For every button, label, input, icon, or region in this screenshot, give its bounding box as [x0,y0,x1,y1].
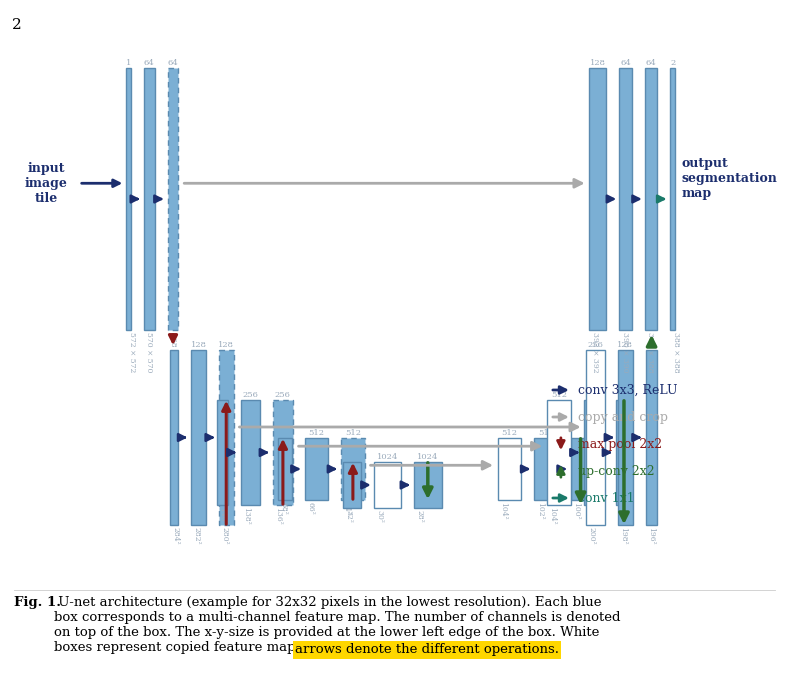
Bar [170,350,178,525]
Text: 196²: 196² [647,527,655,545]
Text: 388 × 388: 388 × 388 [672,332,680,373]
Text: conv 3x3, ReLU: conv 3x3, ReLU [578,384,677,397]
Bar [343,462,361,508]
Text: 66²: 66² [306,502,314,514]
Text: 572 × 572: 572 × 572 [128,332,136,373]
Text: 100²: 100² [572,502,580,520]
Text: 568 × 568: 568 × 568 [169,332,177,373]
Text: 390 × 390: 390 × 390 [621,332,629,373]
Text: 104²: 104² [549,507,557,525]
Text: output
segmentation
map: output segmentation map [681,157,777,199]
Text: 100²: 100² [618,507,626,525]
Text: 256: 256 [587,340,603,349]
Bar [144,68,154,330]
Text: 512: 512 [551,390,567,399]
Bar [167,68,178,330]
Bar [126,68,131,330]
Text: max pool 2x2: max pool 2x2 [578,438,662,451]
Bar [616,400,632,505]
Text: conv 1x1: conv 1x1 [578,492,634,504]
Bar [191,350,206,525]
Bar [646,350,658,525]
Text: 256: 256 [586,390,602,399]
Bar [241,400,260,505]
Bar [590,68,606,330]
Bar [374,462,402,508]
Bar [583,400,603,505]
Bar [619,68,632,330]
Text: 64: 64 [144,58,154,66]
Text: 104²: 104² [499,502,507,520]
Text: 64: 64 [168,58,178,66]
Text: 128: 128 [218,340,234,349]
Text: 1: 1 [126,58,131,66]
Text: 128: 128 [590,58,606,66]
Text: 102²: 102² [536,502,544,520]
Text: 138²: 138² [242,507,250,525]
Text: Fig. 1.: Fig. 1. [14,596,61,609]
Text: 1024: 1024 [377,453,398,460]
Text: 284²: 284² [171,527,179,545]
Text: 256: 256 [242,390,258,399]
Text: 128: 128 [190,340,206,349]
Text: 512: 512 [502,429,518,436]
Text: up-conv 2x2: up-conv 2x2 [578,464,654,477]
Text: 282²: 282² [193,527,201,545]
Text: 392 × 392: 392 × 392 [591,332,599,373]
Text: 280²: 280² [220,527,228,545]
Bar [586,350,606,525]
Text: 102²: 102² [585,507,593,525]
Text: 512: 512 [345,429,361,436]
Bar [534,438,558,500]
Bar [305,438,328,500]
Text: 136²: 136² [274,507,282,525]
Text: 2: 2 [12,18,22,32]
Bar [670,68,675,330]
Text: 1024: 1024 [417,453,438,460]
Text: 140²: 140² [218,507,226,525]
Text: 64: 64 [620,58,631,66]
Bar [273,400,293,505]
Text: 512: 512 [309,429,325,436]
Bar [414,462,442,508]
Text: 256: 256 [275,390,291,399]
Bar [570,438,590,500]
Text: 30²: 30² [375,510,383,523]
Bar [219,350,234,525]
Text: 570 × 570: 570 × 570 [146,332,154,373]
Bar [547,400,570,505]
Text: 64²: 64² [342,502,350,514]
Text: U-net architecture (example for 32x32 pixels in the lowest resolution). Each blu: U-net architecture (example for 32x32 pi… [54,596,621,654]
Text: 198²: 198² [619,527,627,545]
Text: input
image
tile: input image tile [25,162,68,205]
Text: 64: 64 [646,58,657,66]
Text: 512: 512 [538,429,554,436]
Bar [341,438,365,500]
Bar [278,438,292,500]
Text: 2: 2 [670,58,675,66]
Bar [645,68,658,330]
Text: 68²: 68² [279,502,287,514]
Text: copy and crop: copy and crop [578,410,668,423]
Text: 128: 128 [618,340,634,349]
Bar [498,438,522,500]
Text: 32²: 32² [345,510,353,523]
Bar [217,400,228,505]
Bar [618,350,633,525]
Text: 388 × 388: 388 × 388 [646,332,654,373]
Text: arrows denote the different operations.: arrows denote the different operations. [294,643,558,656]
Text: 28²: 28² [415,510,423,523]
Text: 200²: 200² [587,527,595,545]
